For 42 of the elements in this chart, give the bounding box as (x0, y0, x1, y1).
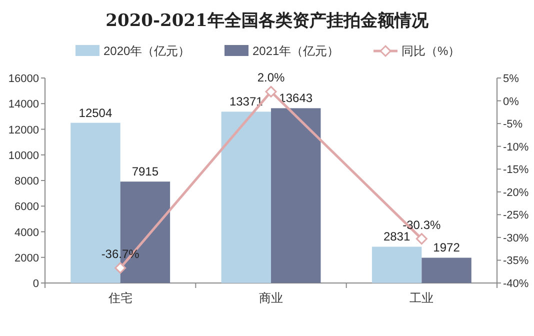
y-tick-label: 16000 (8, 73, 39, 85)
y2-tick-label: -5% (503, 118, 523, 131)
data-label: 12504 (78, 106, 112, 120)
data-label: -36.7% (101, 246, 140, 261)
bar (422, 258, 472, 283)
data-label: 1972 (433, 240, 460, 255)
y-tick-label: 10000 (8, 150, 39, 162)
point (416, 233, 428, 245)
y-tick-label: 12000 (8, 124, 39, 136)
legend-label: 同比（%） (402, 44, 460, 58)
bar (221, 112, 271, 283)
x-tick-label: 住宅 (107, 291, 132, 305)
data-label: 2.0% (257, 70, 285, 85)
y2-tick-label: 5% (503, 73, 520, 85)
y2-tick-label: -40% (503, 278, 529, 290)
legend-label: 2021年（亿元） (252, 44, 340, 58)
y2-tick-label: -20% (503, 186, 529, 199)
y2-tick-label: -30% (503, 232, 529, 244)
data-label: 7915 (132, 164, 159, 179)
y2-tick-label: -35% (503, 255, 529, 268)
y2-tick-label: -10% (503, 141, 529, 154)
point (265, 86, 277, 98)
x-tick-label: 工业 (410, 291, 434, 305)
data-label: -30.3% (402, 218, 442, 232)
chart-title: 2020-2021年全国各类资产挂拍金额情况 (106, 11, 430, 31)
y-tick-label: 14000 (8, 98, 39, 111)
data-label: 13643 (279, 91, 313, 106)
y-tick-label: 2000 (14, 252, 39, 264)
legend-label: 2020年（亿元） (104, 44, 190, 58)
y-tick-label: 0 (32, 278, 39, 290)
y-tick-label: 4000 (14, 226, 39, 239)
y2-tick-label: -15% (503, 164, 529, 176)
data-label: 2831 (383, 230, 410, 244)
y-tick-label: 6000 (14, 201, 39, 214)
bar (372, 246, 422, 283)
point (114, 262, 126, 274)
x-tick-label: 商业 (259, 291, 283, 305)
y-tick-label: 8000 (14, 176, 39, 188)
y2-tick-label: 0% (503, 96, 520, 108)
bar (271, 108, 321, 283)
y2-tick-label: -25% (503, 210, 529, 222)
data-label: 13371 (229, 94, 264, 109)
